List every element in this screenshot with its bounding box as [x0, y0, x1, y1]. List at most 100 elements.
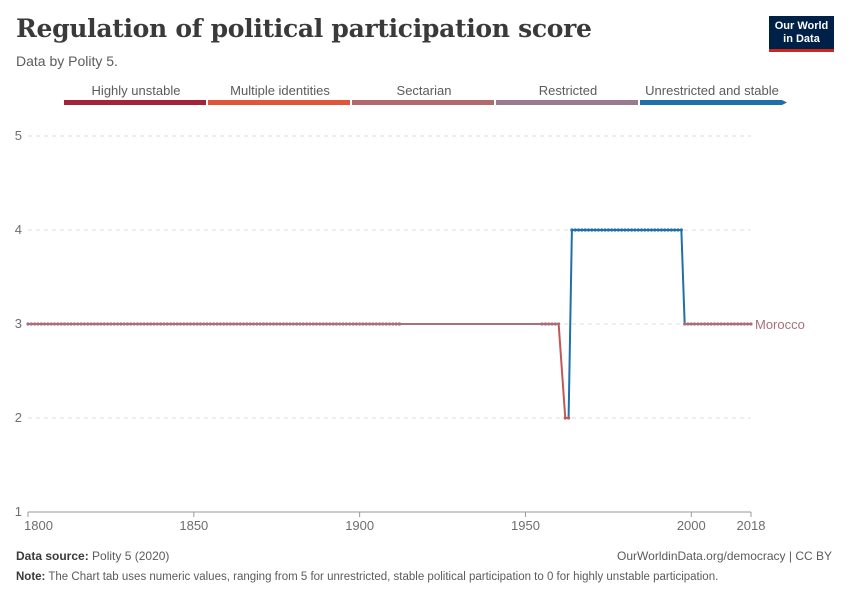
series-point-0-169	[726, 322, 730, 326]
series-point-0-60	[225, 322, 229, 326]
series-point-0-78	[285, 322, 289, 326]
series-point-0-151	[666, 228, 670, 232]
series-point-0-68	[251, 322, 256, 326]
series-point-0-44	[172, 322, 176, 326]
legend-swatch-0	[64, 100, 206, 105]
series-point-0-102	[364, 322, 368, 326]
series-point-0-161	[699, 322, 703, 326]
series-point-0-143	[639, 228, 644, 232]
series-point-0-40	[159, 322, 163, 326]
series-point-0-139	[626, 228, 630, 232]
series-point-0-155	[679, 228, 683, 232]
series-point-0-31	[129, 322, 133, 326]
series-point-0-3	[36, 322, 40, 326]
x-tick-label-2018: 2018	[737, 518, 766, 533]
series-point-0-46	[178, 322, 183, 326]
source-url-link[interactable]: OurWorldinData.org/democracy | CC BY	[617, 549, 832, 563]
series-point-0-113	[397, 322, 402, 326]
series-point-0-125	[580, 228, 584, 232]
legend-label-1: Multiple identities	[230, 83, 330, 98]
series-point-0-84	[304, 322, 309, 326]
series-label-morocco: Morocco	[755, 317, 805, 332]
series-point-0-72	[265, 322, 269, 326]
series-point-0-148	[656, 228, 660, 232]
series-point-0-81	[295, 322, 299, 326]
series-point-0-42	[165, 322, 169, 326]
series-point-0-158	[689, 322, 693, 326]
series-point-0-105	[374, 322, 378, 326]
series-point-0-129	[593, 228, 597, 232]
series-point-0-117	[550, 322, 554, 326]
series-point-0-37	[149, 322, 153, 326]
series-point-0-38	[152, 322, 156, 326]
series-point-0-48	[185, 322, 189, 326]
series-point-0-140	[630, 228, 634, 232]
series-point-0-4	[39, 322, 43, 326]
data-source: Data source: Polity 5 (2020)	[16, 549, 169, 563]
source-text: Polity 5 (2020)	[92, 549, 170, 563]
y-tick-label-3: 3	[15, 316, 22, 331]
series-point-0-15	[76, 322, 80, 326]
chart-subtitle: Data by Polity 5.	[16, 53, 118, 69]
series-point-0-127	[586, 228, 591, 232]
series-point-0-0	[26, 322, 30, 326]
note-text: The Chart tab uses numeric values, rangi…	[48, 571, 719, 583]
series-point-0-173	[739, 322, 743, 326]
series-point-0-128	[590, 228, 594, 232]
owid-logo[interactable]: Our World in Data	[769, 16, 834, 52]
series-point-0-170	[729, 322, 733, 326]
note-label: Note:	[16, 571, 46, 583]
series-point-0-145	[646, 228, 650, 232]
series-point-0-132	[603, 228, 607, 232]
series-point-0-109	[387, 322, 392, 326]
series-point-0-176	[749, 322, 753, 326]
series-point-0-47	[182, 322, 186, 326]
series-point-0-101	[361, 322, 365, 326]
series-point-0-88	[318, 322, 322, 326]
series-point-0-171	[732, 322, 737, 326]
series-segment-0-7	[680, 229, 686, 325]
series-point-0-45	[175, 322, 179, 326]
series-point-0-91	[328, 322, 332, 326]
series-point-0-147	[653, 228, 657, 232]
series-point-0-24	[105, 322, 110, 326]
x-tick-label-1800: 1800	[24, 518, 53, 533]
series-point-0-120	[563, 416, 567, 420]
series-point-0-77	[281, 322, 285, 326]
series-point-0-22	[99, 322, 103, 326]
series-point-0-2	[33, 322, 37, 326]
series-point-0-157	[686, 322, 690, 326]
series-point-0-49	[188, 322, 193, 326]
series-point-0-18	[86, 322, 90, 326]
series-point-0-130	[596, 228, 601, 232]
series-point-0-52	[198, 322, 203, 326]
x-tick-label-1850: 1850	[179, 518, 208, 533]
series-point-0-126	[583, 228, 587, 232]
series-point-0-61	[228, 322, 232, 326]
series-point-0-159	[693, 322, 697, 326]
series-point-0-7	[49, 322, 53, 326]
logo-line-1: Our World	[774, 19, 829, 32]
legend-label-3: Restricted	[539, 83, 598, 98]
series-point-0-29	[122, 322, 126, 326]
series-point-0-75	[275, 322, 279, 326]
series-point-0-25	[109, 322, 113, 326]
series-point-0-86	[311, 322, 315, 326]
series-point-0-99	[354, 322, 358, 326]
legend-swatch-1	[208, 100, 350, 105]
series-point-0-123	[573, 228, 577, 232]
series-point-0-94	[338, 322, 342, 326]
series-point-0-33	[135, 322, 140, 326]
series-point-0-82	[298, 322, 302, 326]
legend-swatch-3	[496, 100, 638, 105]
series-point-0-93	[334, 322, 339, 326]
series-point-0-80	[291, 322, 295, 326]
series-point-0-108	[384, 322, 388, 326]
series-point-0-9	[56, 322, 60, 326]
series-point-0-137	[620, 228, 624, 232]
series-point-0-89	[321, 322, 325, 326]
series-point-0-85	[308, 322, 312, 326]
series-point-0-164	[709, 322, 713, 326]
series-point-0-65	[241, 322, 246, 326]
series-point-0-153	[673, 228, 677, 232]
